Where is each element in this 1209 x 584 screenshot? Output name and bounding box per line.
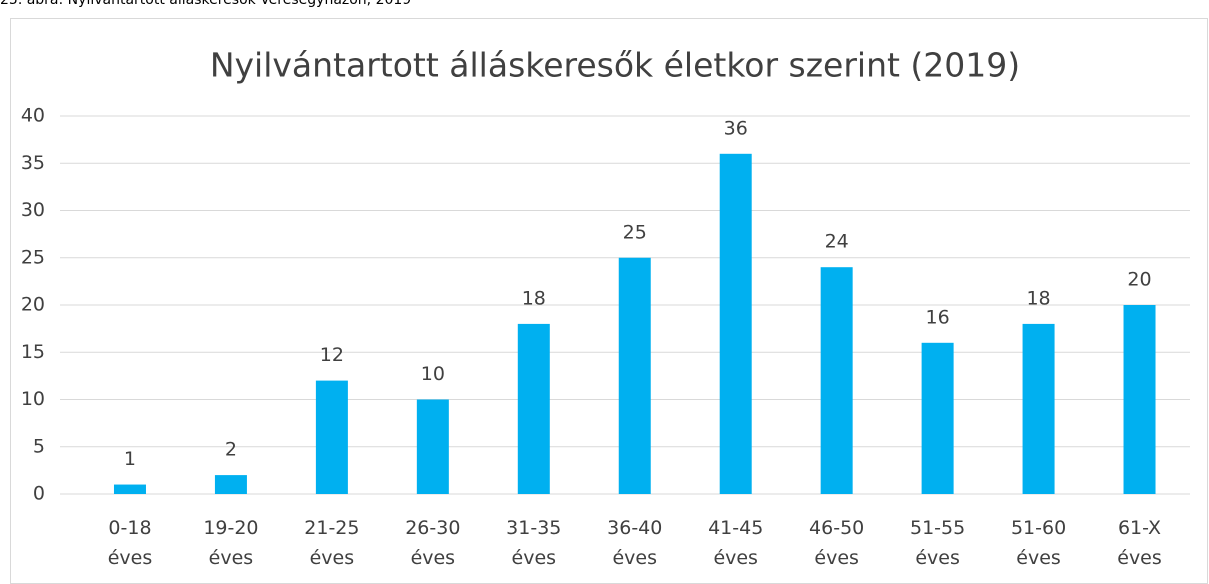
x-tick-label: 31-35 éves [506,517,562,569]
y-tick-label: 40 [21,105,45,127]
y-tick-label: 35 [21,152,45,174]
y-tick-label: 0 [33,483,45,505]
data-label: 20 [1127,269,1151,291]
x-tick-label: 21-25 éves [304,517,360,569]
x-tick-label: 36-40 éves [607,517,663,569]
data-label: 12 [320,344,344,366]
bar [1123,305,1156,494]
bar [517,323,550,494]
data-label: 18 [522,287,546,309]
bar [820,267,853,494]
bar [719,153,752,495]
y-tick-label: 25 [21,246,45,268]
x-tick-label: 51-60 éves [1010,517,1067,569]
chart-title: Nyilvántartott álláskeresők életkor szer… [210,46,1020,85]
x-tick-label: 51-55 éves [910,517,966,569]
bar [315,380,348,494]
chart-frame [10,18,1208,584]
y-tick-label: 10 [21,388,45,410]
bar [618,257,651,494]
x-tick-label: 41-45 éves [708,517,764,569]
data-label: 24 [825,231,849,253]
data-label: 10 [421,363,445,385]
data-label: 36 [724,117,748,139]
data-label: 1 [124,448,136,470]
caption: 25. ábra: Nyilvántartott álláskeresők Ve… [0,0,412,8]
data-label: 18 [1026,287,1050,309]
x-tick-label: 0-18 éves [107,517,153,569]
x-tick-label: 26-30 éves [405,517,461,569]
data-label: 2 [225,439,237,461]
bar [1022,323,1055,494]
bar [416,399,449,494]
bar [214,475,247,494]
y-tick-label: 5 [33,435,45,457]
y-tick-label: 30 [21,199,45,221]
x-tick-label: 61-X éves [1117,517,1162,569]
x-tick-label: 19-20 éves [203,517,259,569]
y-tick-label: 15 [21,341,45,363]
data-label: 25 [623,221,647,243]
y-tick-label: 20 [21,294,45,316]
bar [921,342,954,494]
x-tick-label: 46-50 éves [809,517,865,569]
data-label: 16 [926,306,950,328]
bar [113,484,146,494]
